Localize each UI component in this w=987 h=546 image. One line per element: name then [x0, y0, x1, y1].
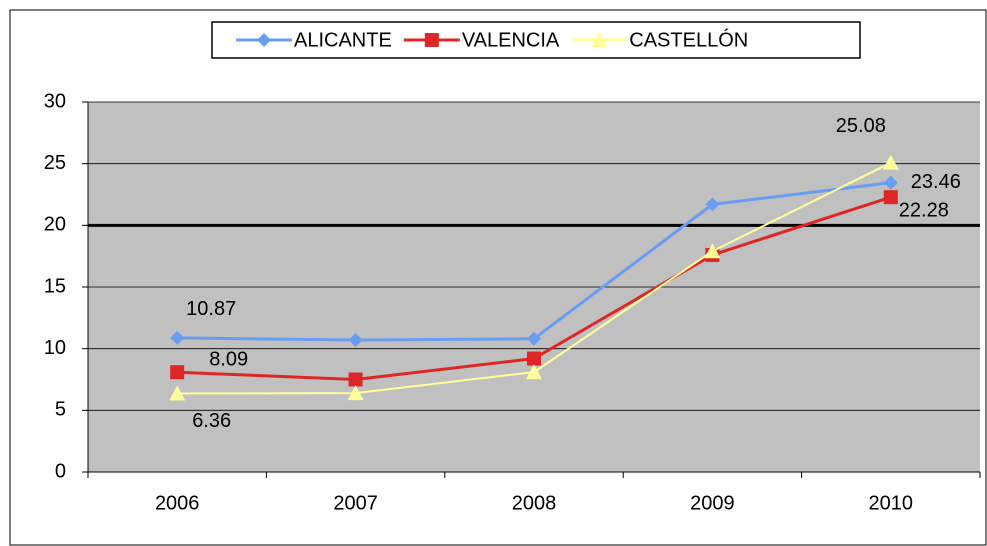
x-tick-label: 2010	[869, 492, 914, 514]
x-tick-label: 2008	[512, 492, 557, 514]
legend-box	[211, 21, 861, 59]
marker	[170, 365, 185, 380]
x-tick-label: 2009	[690, 492, 735, 514]
data-label: 22.28	[899, 199, 949, 221]
marker	[348, 372, 363, 387]
marker	[527, 331, 541, 346]
marker	[882, 154, 899, 170]
y-tick-label: 5	[55, 399, 66, 421]
marker	[527, 351, 541, 366]
legend-label: VALENCIA	[462, 29, 560, 51]
marker	[347, 385, 364, 401]
legend-marker	[424, 33, 439, 47]
data-label: 6.36	[192, 410, 231, 432]
marker	[169, 385, 186, 401]
legend-marker	[591, 32, 608, 47]
x-tick-label: 2006	[155, 492, 200, 514]
marker	[705, 197, 720, 212]
data-label: 10.87	[186, 298, 236, 320]
marker	[883, 190, 898, 205]
y-tick-label: 10	[44, 337, 66, 359]
y-tick-label: 15	[44, 275, 66, 297]
data-label: 25.08	[836, 115, 886, 137]
legend-label: CASTELLÓN	[629, 28, 748, 51]
legend-marker	[257, 33, 271, 47]
y-tick-label: 20	[44, 214, 66, 236]
legend-label: ALICANTE	[294, 29, 392, 51]
data-label: 23.46	[911, 171, 961, 193]
y-tick-label: 25	[44, 152, 66, 174]
marker	[704, 243, 721, 259]
y-tick-label: 0	[55, 460, 66, 482]
marker	[526, 364, 542, 380]
marker	[883, 175, 898, 190]
y-tick-label: 30	[44, 90, 66, 112]
data-label: 8.09	[209, 349, 248, 371]
marker	[170, 330, 185, 345]
marker	[348, 333, 363, 348]
x-tick-label: 2007	[333, 492, 378, 514]
